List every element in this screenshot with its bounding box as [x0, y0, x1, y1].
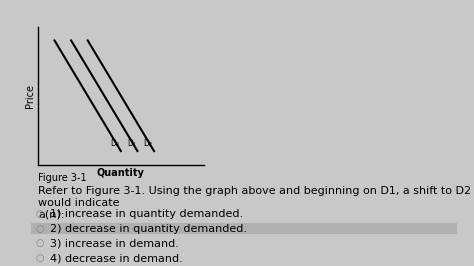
Text: D₂: D₂ [144, 139, 153, 148]
Text: 4) decrease in demand.: 4) decrease in demand. [50, 253, 182, 263]
Text: Refer to Figure 3-1. Using the graph above and beginning on D1, a shift to D2 wo: Refer to Figure 3-1. Using the graph abo… [38, 186, 471, 219]
Text: 3) increase in demand.: 3) increase in demand. [50, 238, 179, 248]
Text: D₁: D₁ [127, 139, 136, 148]
Text: 1) increase in quantity demanded.: 1) increase in quantity demanded. [50, 209, 243, 219]
Text: Figure 3-1: Figure 3-1 [38, 173, 87, 183]
Y-axis label: Price: Price [25, 84, 35, 108]
Text: ○: ○ [36, 224, 44, 234]
Text: ○: ○ [36, 253, 44, 263]
Text: ○: ○ [36, 238, 44, 248]
Text: ○: ○ [36, 209, 44, 219]
X-axis label: Quantity: Quantity [97, 168, 145, 178]
Text: 2) decrease in quantity demanded.: 2) decrease in quantity demanded. [50, 224, 247, 234]
Text: D₀: D₀ [110, 139, 119, 148]
